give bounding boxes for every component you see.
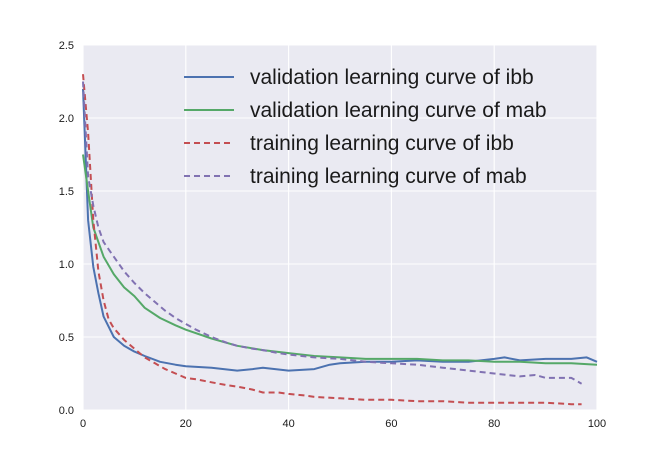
x-tick-label: 60 bbox=[385, 418, 397, 430]
y-tick-label: 1.0 bbox=[59, 259, 74, 271]
x-tick-label: 100 bbox=[588, 418, 606, 430]
legend-label: training learning curve of ibb bbox=[250, 132, 514, 155]
series-line-validation-learning-curve-of-mab bbox=[82, 154, 598, 366]
x-tick-label: 40 bbox=[282, 418, 294, 430]
series-group bbox=[82, 74, 598, 406]
x-tick-label: 0 bbox=[80, 418, 86, 430]
x-tick-label: 80 bbox=[488, 418, 500, 430]
series-line-training-learning-curve-of-ibb bbox=[82, 74, 582, 406]
y-tick-label: 0.5 bbox=[59, 332, 74, 344]
y-tick-label: 2.0 bbox=[59, 113, 74, 125]
grid bbox=[82, 44, 598, 411]
x-tick-label: 20 bbox=[180, 418, 192, 430]
y-tick-label: 2.5 bbox=[59, 40, 74, 52]
series-line-training-learning-curve-of-mab bbox=[82, 81, 583, 385]
legend-label: validation learning curve of ibb bbox=[250, 66, 534, 89]
series-line-validation-learning-curve-of-ibb bbox=[82, 88, 598, 372]
axis-ticks: 0 20 40 60 80 100 0.0 0.5 1.0 1.5 2.0 2.5 bbox=[59, 40, 606, 430]
legend: validation learning curve of ibb validati… bbox=[184, 66, 547, 188]
legend-label: training learning curve of mab bbox=[250, 165, 527, 188]
y-tick-label: 1.5 bbox=[59, 186, 74, 198]
plot-area bbox=[83, 45, 597, 410]
legend-label: validation learning curve of mab bbox=[250, 99, 547, 122]
y-tick-label: 0.0 bbox=[59, 405, 74, 417]
